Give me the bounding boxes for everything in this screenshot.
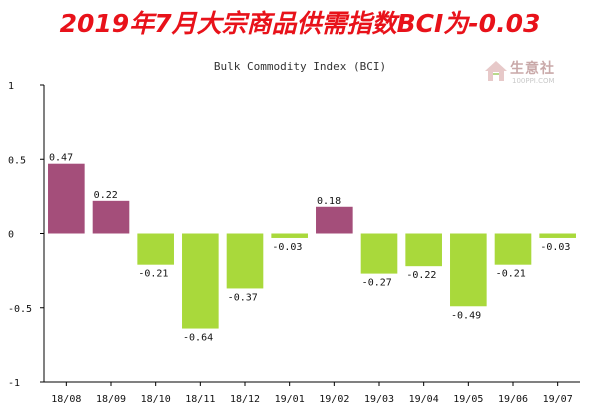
- bar: [539, 233, 576, 238]
- x-tick-label: 18/08: [51, 394, 81, 405]
- value-label: -0.27: [362, 278, 392, 289]
- house-logo-icon: [485, 61, 507, 81]
- value-label: 0.18: [317, 196, 341, 207]
- value-label: -0.22: [406, 270, 436, 281]
- value-label: -0.03: [540, 242, 570, 253]
- y-tick-label: 0.5: [8, 155, 26, 166]
- x-tick-label: 18/12: [230, 394, 260, 405]
- value-label: -0.21: [496, 269, 526, 280]
- x-tick-label: 18/10: [141, 394, 171, 405]
- y-tick-label: -0.5: [8, 304, 32, 315]
- logo-subtext: 100PPI.COM: [512, 77, 555, 85]
- chart-labels: 0.47 18/08 0.22 18/09 -0.21 18/10 -0.64 18/11 -0…: [49, 153, 573, 405]
- y-tick-label: -1: [8, 378, 20, 389]
- x-tick-label: 18/09: [96, 394, 126, 405]
- chart-title: Bulk Commodity Index (BCI): [213, 60, 387, 73]
- value-label: -0.37: [228, 292, 258, 303]
- y-tick-label: 1: [8, 81, 14, 92]
- bar: [137, 233, 174, 265]
- bar: [92, 200, 130, 234]
- headline: 2019年7月大宗商品供需指数BCI为-0.03: [59, 9, 541, 38]
- bar: [494, 233, 532, 265]
- bar: [360, 233, 398, 274]
- value-label: -0.49: [451, 310, 481, 321]
- value-label: -0.21: [138, 269, 168, 280]
- bar: [271, 233, 308, 238]
- bar: [182, 233, 219, 329]
- x-tick-label: 19/01: [275, 394, 305, 405]
- logo: 生意社 100PPI.COM: [480, 56, 580, 90]
- value-label: 0.22: [94, 190, 118, 201]
- x-tick-label: 19/06: [498, 394, 528, 405]
- value-label: 0.47: [49, 153, 73, 164]
- logo-text: 生意社: [510, 61, 555, 77]
- x-tick-label: 19/05: [453, 394, 483, 405]
- x-tick-label: 19/07: [543, 394, 573, 405]
- bar: [405, 233, 442, 267]
- chart-axes: 1 0.5 0 -0.5 -1: [8, 81, 580, 389]
- x-tick-label: 19/03: [364, 394, 394, 405]
- y-tick-label: 0: [8, 230, 14, 241]
- value-label: -0.64: [183, 333, 213, 344]
- chart-bars: [48, 163, 576, 329]
- x-tick-label: 18/11: [185, 394, 215, 405]
- bar: [316, 206, 353, 234]
- value-label: -0.03: [272, 242, 302, 253]
- x-tick-label: 19/04: [409, 394, 439, 405]
- bar: [450, 233, 487, 307]
- bar: [48, 163, 85, 234]
- x-tick-label: 19/02: [319, 394, 349, 405]
- bar: [226, 233, 264, 289]
